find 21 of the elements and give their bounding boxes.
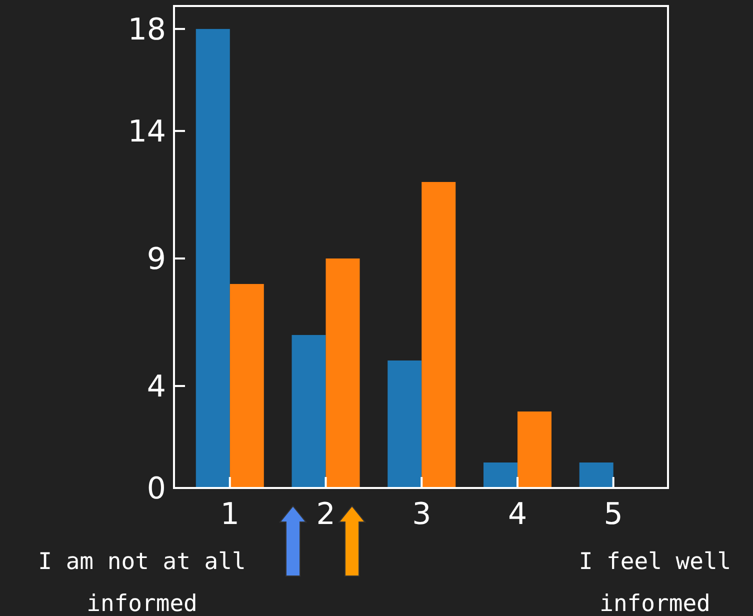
- x-tick-label: 5: [604, 497, 623, 532]
- bar: [422, 182, 456, 488]
- bar: [292, 334, 326, 488]
- y-tick-label: 18: [128, 12, 166, 48]
- bar: [579, 462, 614, 488]
- bar: [517, 411, 552, 488]
- x-tick-label: 4: [508, 497, 528, 532]
- y-tick-label: 0: [146, 472, 166, 506]
- bar: [326, 258, 360, 488]
- x-tick-label: 1: [220, 497, 240, 532]
- text: I am not at all informed: [38, 549, 246, 616]
- bar: [196, 28, 230, 488]
- bar: [388, 360, 422, 488]
- x-tick-label: 3: [412, 497, 432, 532]
- y-tick-label: 4: [146, 369, 166, 404]
- y-tick-label: 9: [146, 242, 166, 277]
- y-tick-label: 14: [128, 114, 166, 150]
- bar: [230, 284, 264, 488]
- text: I feel well informed: [578, 549, 732, 616]
- x-tick-label: 2: [316, 497, 336, 532]
- bar: [483, 462, 518, 488]
